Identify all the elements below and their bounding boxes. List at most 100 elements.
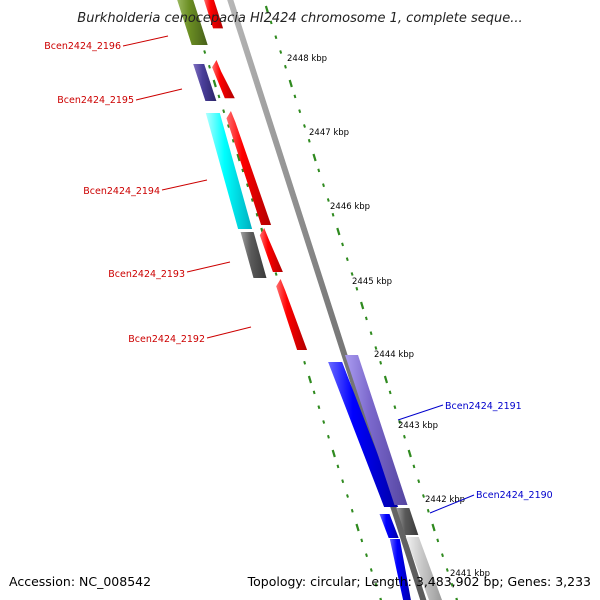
gene-2195-feature[interactable] [193, 64, 217, 101]
scale-tick [374, 346, 378, 350]
scale-tick [350, 272, 354, 276]
scale-tick [441, 553, 444, 558]
scale-tick [303, 360, 307, 365]
scale-tick [227, 124, 230, 128]
leader-line [122, 35, 169, 47]
scale-tick [274, 35, 278, 40]
scale-tick [369, 568, 373, 572]
scale-tick [365, 553, 368, 558]
scale-tick [312, 153, 317, 162]
scale-tick [369, 331, 373, 336]
scale-ticks-outer [264, 5, 459, 600]
scale-tick [212, 79, 217, 88]
scale-tick [288, 79, 293, 88]
scale-tick [417, 479, 421, 484]
scale-tick [341, 479, 345, 484]
scale-tick [379, 360, 383, 365]
scale-tick [388, 390, 392, 395]
scale-tick [383, 375, 389, 384]
scale-tick [407, 449, 412, 458]
scale-tick [336, 227, 341, 236]
scale-tick [208, 64, 211, 69]
scale-tick [364, 316, 368, 321]
leader-line [186, 261, 231, 273]
scale-tick [426, 508, 430, 513]
gene-2191-cds[interactable] [328, 362, 399, 507]
scale-tick [317, 168, 321, 173]
scale-tick [355, 523, 360, 532]
scale-tick [322, 420, 326, 424]
chromosome-backbone [227, 0, 427, 600]
scale-tick [436, 538, 440, 543]
gene-2194-feature[interactable] [205, 113, 253, 229]
gene-label[interactable]: Bcen2424_2194 [83, 186, 160, 197]
gene-2190-cds-lower[interactable] [389, 539, 411, 600]
scale-tick [255, 212, 259, 217]
gene-2190-feature[interactable] [396, 508, 419, 535]
gene-features [177, 0, 442, 600]
scale-tick [312, 390, 316, 395]
scale-tick [293, 94, 297, 99]
gene-labels: Bcen2424_2196 Bcen2424_2195 Bcen2424_219… [44, 41, 552, 501]
scale-tick [307, 138, 311, 143]
scale-tick [412, 464, 416, 469]
scale-tick [327, 434, 330, 439]
scale-tick [322, 183, 325, 188]
scale-tick [393, 405, 397, 410]
gene-label[interactable]: Bcen2424_2193 [108, 269, 185, 280]
gene-2193-cds[interactable] [259, 228, 283, 272]
scale-tick [274, 272, 278, 276]
gene-label[interactable]: Bcen2424_2190 [476, 490, 553, 501]
gene-label-leaders [122, 35, 475, 514]
gene-2193-feature[interactable] [240, 232, 267, 278]
scale-tick [231, 138, 235, 143]
scale-tick [341, 242, 344, 247]
scale-label: 2447 kbp [309, 128, 349, 138]
leader-line [161, 179, 208, 191]
leader-line [135, 88, 183, 101]
leader-line [206, 326, 252, 339]
scale-tick [331, 449, 336, 458]
scale-tick [379, 597, 383, 600]
scale-tick [279, 50, 283, 54]
scale-tick [374, 582, 378, 587]
gene-2195-cds[interactable] [212, 60, 235, 99]
scale-tick [346, 494, 349, 498]
gene-2190-cds-upper[interactable] [379, 514, 399, 538]
gene-label[interactable]: Bcen2424_2191 [445, 401, 522, 412]
scale-labels: 2448 kbp 2447 kbp 2446 kbp 2445 kbp 2444… [287, 54, 490, 579]
scale-tick [250, 198, 254, 202]
scale-tick [317, 405, 321, 410]
gene-2196-feature[interactable] [177, 0, 208, 45]
gene-label[interactable]: Bcen2424_2196 [44, 41, 121, 52]
scale-tick [203, 50, 207, 54]
gene-label[interactable]: Bcen2424_2195 [57, 95, 134, 106]
scale-label: 2444 kbp [374, 350, 414, 360]
gene-label[interactable]: Bcen2424_2192 [128, 334, 205, 345]
scale-tick [450, 582, 454, 587]
scale-tick [246, 183, 249, 188]
gene-2194-cds[interactable] [226, 111, 272, 225]
scale-label: 2442 kbp [425, 495, 465, 505]
scale-tick [455, 597, 459, 600]
scale-tick [326, 198, 330, 202]
topology-text: Topology: circular; Length: 3,483,902 bp… [247, 574, 591, 589]
scale-tick [336, 464, 340, 469]
gene-2192-cds[interactable] [276, 279, 308, 350]
gene-2191-feature[interactable] [345, 355, 408, 505]
scale-tick [217, 94, 221, 99]
scale-tick [445, 568, 449, 572]
gene-2196-cds[interactable] [204, 0, 224, 29]
scale-tick [345, 257, 349, 262]
map-title: Burkholderia cenocepacia HI2424 chromoso… [77, 11, 522, 26]
scale-tick [303, 124, 306, 128]
scale-label: 2441 kbp [450, 569, 490, 579]
scale-tick [355, 286, 359, 291]
scale-label: 2443 kbp [398, 421, 438, 431]
scale-tick [431, 523, 436, 532]
scale-tick [398, 420, 402, 424]
gene-2190-feature-lower[interactable] [405, 537, 442, 600]
scale-tick [269, 20, 273, 25]
leader-line [429, 494, 475, 514]
